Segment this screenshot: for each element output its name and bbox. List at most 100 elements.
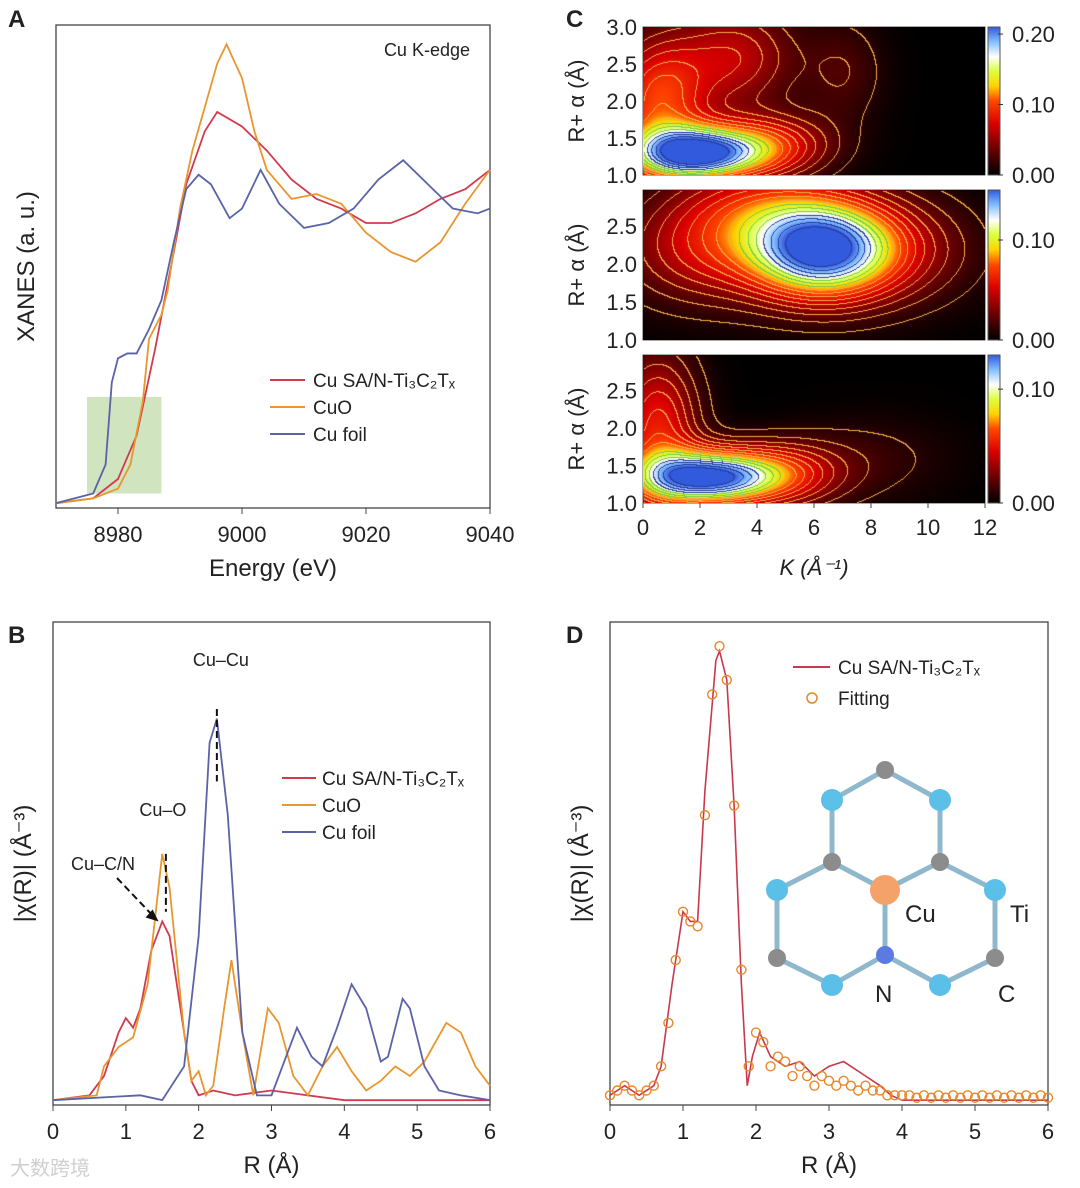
y-tick-label: 2.5 (606, 378, 637, 403)
legend-label: Cu SA/N-Ti₃C₂Tₓ (322, 769, 465, 790)
colorbar (987, 189, 1001, 341)
fitting-point (801, 1070, 813, 1082)
x-tick-label: 9020 (342, 522, 391, 547)
x-tick-label: 8 (865, 515, 877, 540)
x-tick-label: 8980 (94, 522, 143, 547)
colorbar-tick-label: 0.00 (1012, 491, 1055, 516)
series-line-1 (52, 853, 491, 1102)
x-tick-label: 6 (484, 1119, 496, 1144)
fitting-point (794, 1061, 805, 1072)
annotation-cu-o: Cu–O (139, 800, 186, 820)
fitting-point (860, 1080, 871, 1091)
panel-B-chart (52, 621, 491, 1111)
panel-label-C: C (566, 6, 583, 33)
carbon-atom (768, 949, 786, 967)
panel-A-chart (55, 24, 491, 514)
fitting-point (1006, 1090, 1017, 1101)
x-tick-label: 0 (637, 515, 649, 540)
legend-label: CuO (322, 796, 361, 817)
fitting-point (904, 1090, 915, 1101)
legend-marker (806, 692, 818, 704)
titanium-atom (984, 879, 1006, 901)
fitting-point (874, 1085, 886, 1096)
series-line-1 (55, 42, 491, 505)
fitting-point (758, 1037, 769, 1048)
y-axis-label: XANES (a. u.) (13, 191, 40, 342)
x-tick-label: 4 (896, 1119, 908, 1144)
colorbar (987, 26, 1001, 176)
fitting-point (831, 1080, 842, 1091)
x-tick-label: 4 (751, 515, 763, 540)
fitting-point (867, 1085, 878, 1096)
y-tick-label: 2.5 (606, 214, 637, 239)
x-tick-label: 0 (604, 1119, 616, 1144)
fitting-point (663, 1017, 674, 1029)
fitting-point (1028, 1092, 1039, 1103)
legend-label: Fitting (838, 689, 890, 710)
nitrogen-atom (876, 946, 894, 964)
legend-label: Cu foil (322, 823, 376, 844)
titanium-atom (821, 789, 843, 811)
fitting-point (692, 921, 703, 932)
fitting-point (955, 1092, 966, 1103)
y-tick-label: 2.0 (606, 252, 637, 277)
annotation-cu-cu: Cu–Cu (193, 650, 249, 670)
arrow-line (116, 877, 154, 917)
legend-label: CuO (313, 398, 352, 419)
fitting-point (736, 964, 747, 975)
y-axis-label: R+ α (Å) (564, 223, 589, 306)
fitting-point (670, 954, 681, 966)
fitting-point (984, 1092, 995, 1103)
highlight-region (87, 396, 162, 494)
fitting-point (969, 1092, 981, 1103)
series-line-2 (55, 159, 491, 505)
fitting-point (699, 810, 711, 821)
panel-label-A: A (8, 6, 25, 33)
y-tick-label: 2.0 (606, 89, 637, 114)
x-tick-label: 12 (973, 515, 997, 540)
fitting-point (780, 1056, 791, 1067)
fitting-point (940, 1092, 951, 1103)
colorbar-tick-label: 0.10 (1012, 228, 1055, 253)
heatmap-0 (643, 27, 985, 175)
x-tick-label: 9000 (218, 522, 267, 547)
fitting-point (889, 1090, 900, 1101)
x-tick-label: 1 (120, 1119, 132, 1144)
fitting-point (947, 1090, 959, 1101)
watermark: 大数跨境 (10, 1156, 90, 1180)
series-line-0 (609, 648, 1048, 1101)
y-tick-label: 3.0 (606, 15, 637, 40)
x-axis-label: Energy (eV) (209, 555, 337, 582)
panel-D-chart (604, 621, 1054, 1111)
fitting-point (787, 1070, 798, 1082)
fitting-point (999, 1092, 1010, 1103)
fitting-point (845, 1080, 857, 1091)
fitting-point (1020, 1090, 1032, 1101)
legend-label: Cu foil (313, 425, 367, 446)
x-tick-label: 1 (677, 1119, 689, 1144)
fitting-point (926, 1092, 937, 1103)
titanium-atom (766, 879, 788, 901)
panel-label-D: D (566, 622, 583, 649)
fitting-point (1035, 1090, 1046, 1101)
fitting-point (1013, 1092, 1024, 1103)
x-tick-label: 9040 (466, 522, 515, 547)
annotation-cu-cn: Cu–C/N (71, 854, 135, 874)
fitting-point (714, 640, 725, 652)
fitting-point (743, 1061, 754, 1072)
fitting-point (685, 916, 696, 927)
fitting-point (634, 1090, 645, 1101)
colorbar-tick-label: 0.00 (1012, 328, 1055, 353)
panel-label-B: B (8, 622, 25, 649)
colorbar (987, 354, 1001, 504)
carbon-atom (931, 853, 949, 871)
fitting-point (728, 800, 740, 811)
carbon-atom (823, 853, 841, 871)
heatmap-2 (643, 355, 985, 503)
label-c: C (998, 981, 1015, 1008)
x-tick-label: 2 (193, 1119, 205, 1144)
y-tick-label: 1.0 (606, 328, 637, 353)
x-axis-label: R (Å) (801, 1151, 857, 1179)
colorbar-tick-label: 0.10 (1012, 377, 1055, 402)
